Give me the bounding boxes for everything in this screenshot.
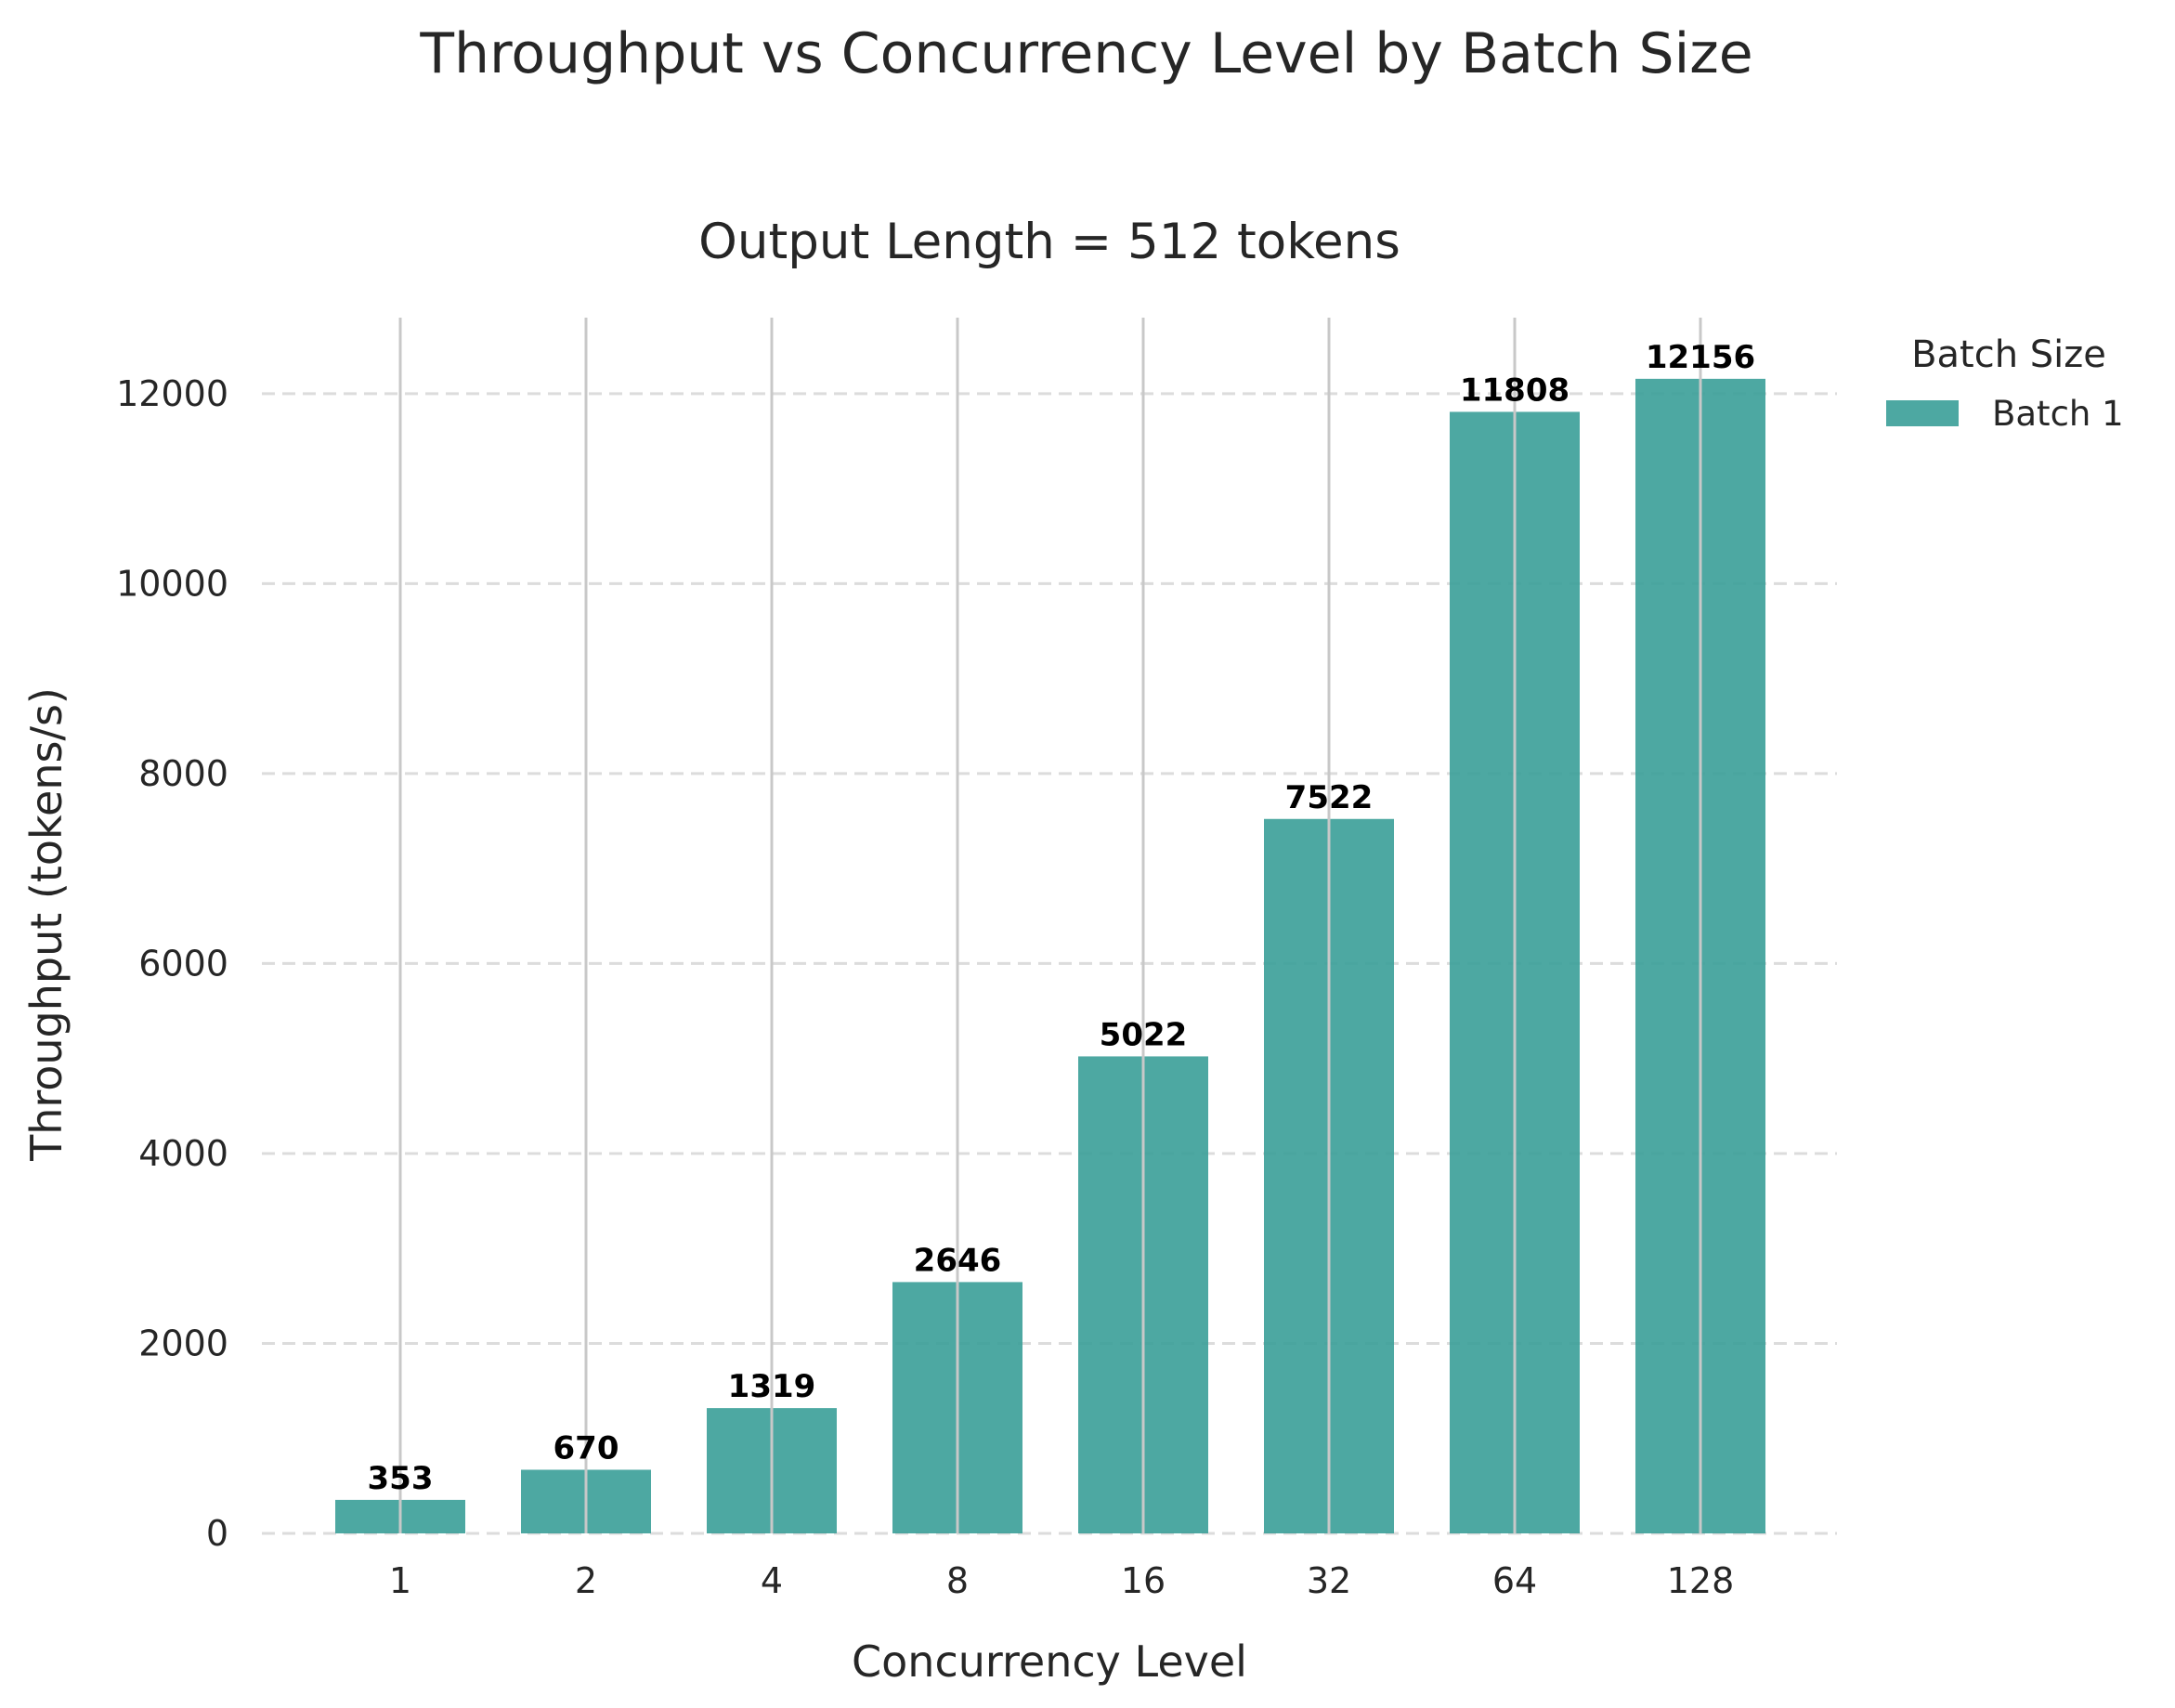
data-label: 670 <box>554 1429 619 1467</box>
data-labels: 353 670 1319 2646 5022 7522 11808 12156 <box>368 339 1756 1497</box>
chart-subtitle: Output Length = 512 tokens <box>698 214 1400 270</box>
data-label: 7522 <box>1285 779 1374 816</box>
legend-swatch <box>1886 400 1959 426</box>
data-label: 1319 <box>728 1368 816 1405</box>
data-label: 2646 <box>914 1242 1002 1279</box>
data-label: 12156 <box>1646 339 1755 376</box>
data-label: 5022 <box>1100 1016 1188 1053</box>
x-tick-label: 8 <box>946 1560 969 1601</box>
legend-label: Batch 1 <box>1992 394 2124 434</box>
x-tick-label: 2 <box>575 1560 597 1601</box>
y-tick-label: 6000 <box>138 943 228 984</box>
x-tick-label: 4 <box>761 1560 783 1601</box>
data-label: 11808 <box>1460 372 1569 409</box>
y-tick-label: 4000 <box>138 1133 228 1174</box>
y-tick-label: 2000 <box>138 1323 228 1363</box>
y-tick-label: 10000 <box>116 563 228 604</box>
x-axis-ticks: 1 2 4 8 16 32 64 128 <box>389 1560 1734 1601</box>
grid-lines <box>262 392 1837 1535</box>
bars <box>335 378 1765 1533</box>
x-tick-label: 16 <box>1121 1560 1166 1601</box>
x-axis-label: Concurrency Level <box>852 1636 1247 1687</box>
y-tick-label: 8000 <box>138 753 228 794</box>
x-tick-label: 32 <box>1307 1560 1351 1601</box>
y-tick-label: 12000 <box>116 373 228 414</box>
x-tick-label: 64 <box>1492 1560 1537 1601</box>
legend-title: Batch Size <box>1911 333 2106 376</box>
y-tick-label: 0 <box>206 1513 228 1554</box>
x-tick-label: 128 <box>1667 1560 1735 1601</box>
legend: Batch Size Batch 1 <box>1886 333 2124 434</box>
data-label: 353 <box>368 1460 434 1497</box>
chart-title: Throughput vs Concurrency Level by Batch… <box>419 21 1752 86</box>
y-axis-label: Throughput (tokens/s) <box>21 687 72 1162</box>
vertical-grid-lines <box>398 318 1702 1533</box>
y-axis-ticks: 0 2000 4000 6000 8000 10000 12000 <box>116 373 228 1554</box>
x-tick-label: 1 <box>389 1560 411 1601</box>
legend-items: Batch 1 <box>1886 394 2124 434</box>
